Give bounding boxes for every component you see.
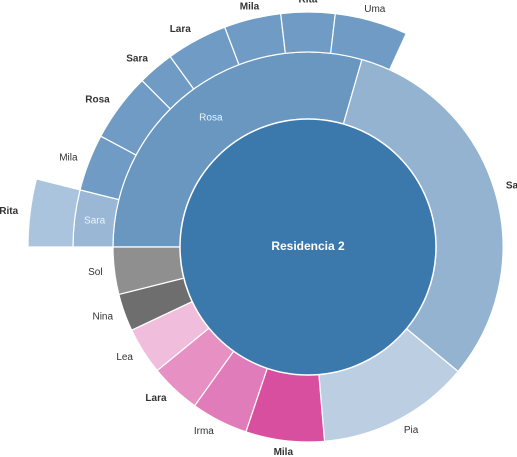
segment-label: Rita <box>0 206 19 217</box>
segment-label: Rosa <box>199 113 223 124</box>
segment-label: Mila <box>240 2 260 13</box>
sunburst-segment <box>280 11 336 54</box>
segment-label: Rita <box>299 0 318 6</box>
sunburst-root <box>179 118 437 376</box>
segment-label: Rosa <box>85 94 110 105</box>
segment-label: Sara <box>84 215 106 226</box>
segment-label: Lea <box>116 352 133 363</box>
segment-label: Pia <box>404 425 419 436</box>
segment-label: Mila <box>59 153 78 164</box>
segment-label: Sara <box>126 54 148 65</box>
root-label: Residencia 2 <box>271 239 345 253</box>
segment-label: Uma <box>364 4 386 15</box>
sunburst-segment <box>27 178 81 248</box>
segment-label: Mila <box>274 447 294 457</box>
segment-label: Sol <box>88 267 102 278</box>
segment-label: Lara <box>170 24 192 35</box>
segment-label: Irma <box>194 426 214 437</box>
segment-label: Nina <box>92 311 113 322</box>
segment-label: Sara <box>506 181 517 192</box>
segment-label: Lara <box>145 393 167 404</box>
